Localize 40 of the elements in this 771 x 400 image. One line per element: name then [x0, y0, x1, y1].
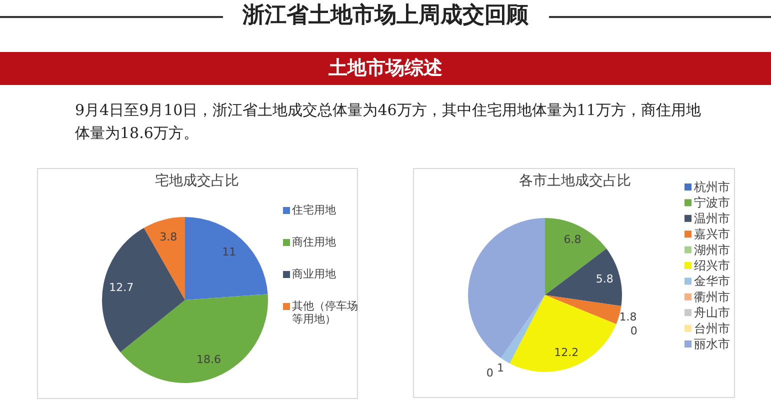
legend-label: 衢州市	[694, 290, 730, 304]
legend-label: 温州市	[694, 211, 730, 226]
legend-label: 丽水市	[694, 337, 730, 351]
legend-label: 台州市	[694, 321, 730, 336]
text: 浙江省土地市场上周成交回顾	[242, 2, 528, 30]
title-ribbon: 土地市场综述	[0, 52, 771, 85]
text: 9月4日至9月10日，浙江省土地成交总体量为46万方，其中住宅用地体量为11万方，商住用地体量为18.6万方。	[75, 100, 702, 144]
legend-label: 商住用地	[292, 236, 336, 248]
legend-label: 绍兴市	[694, 258, 730, 272]
legend-label: 宁波市	[694, 196, 730, 210]
data-label: 3.8	[160, 230, 178, 244]
pie-slice	[545, 295, 622, 324]
data-label: 12.2	[554, 346, 579, 359]
pie-slice	[545, 248, 622, 306]
legend-label: 商业用地	[292, 268, 336, 280]
text: 0	[630, 324, 638, 338]
data-label: 1	[496, 362, 504, 375]
data-label: 6.8	[564, 232, 582, 246]
legend-label: 湖州市	[694, 242, 730, 257]
data-label: 1.8	[619, 310, 637, 324]
pie-slice	[120, 294, 268, 383]
pie-slice	[185, 217, 268, 300]
chart-title: 各市土地成交占比	[519, 173, 631, 189]
legend-label: 杭州市	[693, 180, 730, 194]
legend-label: 嘉兴市	[694, 227, 730, 242]
pie-slice	[510, 295, 616, 372]
legend-label: 舟山市	[694, 306, 730, 320]
pie-slice	[468, 218, 545, 358]
pie-slice	[500, 295, 545, 364]
data-label: 5.8	[596, 272, 614, 286]
legend-label: 其他（停车场等用地）	[292, 300, 358, 326]
pie-slice	[102, 228, 185, 352]
data-label: 11	[222, 246, 236, 259]
legend-label: 住宅用地	[292, 204, 336, 216]
chart-title: 宅地成交占比	[155, 173, 239, 189]
data-label: 18.6	[196, 353, 221, 366]
legend-label: 金华市	[694, 274, 730, 288]
pie-slice	[144, 217, 185, 300]
text: 0	[486, 366, 494, 380]
data-label: 12.7	[109, 280, 134, 294]
